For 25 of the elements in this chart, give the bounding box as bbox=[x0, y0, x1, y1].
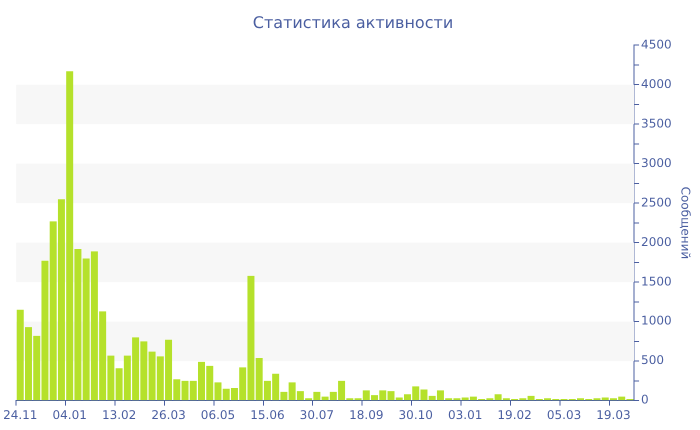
y-tick-label: 1500 bbox=[641, 274, 672, 288]
chart-title: Статистика активности bbox=[252, 12, 454, 32]
x-tick-label: 03.01 bbox=[448, 408, 482, 422]
x-tick-label: 06.05 bbox=[200, 408, 236, 422]
x-tick-label: 05.03 bbox=[546, 408, 582, 422]
y-tick-label: 4500 bbox=[641, 37, 672, 52]
x-tick-label: 04.01 bbox=[52, 408, 87, 422]
x-tick-label: 18.09 bbox=[349, 408, 384, 422]
x-tick-label: 19.02 bbox=[497, 408, 532, 422]
x-tick-label: 15.06 bbox=[250, 408, 285, 422]
x-tick-label: 26.03 bbox=[151, 408, 186, 422]
x-tick-label: 30.07 bbox=[300, 408, 334, 422]
x-tick-label: 13.02 bbox=[102, 408, 136, 422]
y-tick-label: 1000 bbox=[641, 314, 672, 328]
x-tick-label: 24.11 bbox=[3, 408, 38, 422]
y-tick-label: 2000 bbox=[641, 234, 672, 249]
y-tick-label: 3000 bbox=[641, 156, 672, 170]
y-tick-label: 3500 bbox=[641, 116, 672, 130]
x-tick-label: 30.10 bbox=[398, 408, 433, 422]
y-tick-label: 500 bbox=[641, 353, 664, 368]
x-tick-label: 19.03 bbox=[596, 408, 631, 422]
y-axis-title: Сообщений bbox=[678, 186, 693, 260]
y-tick-label: 4000 bbox=[641, 76, 672, 91]
y-tick-label: 2500 bbox=[641, 195, 672, 210]
y-tick-label: 0 bbox=[641, 392, 649, 407]
